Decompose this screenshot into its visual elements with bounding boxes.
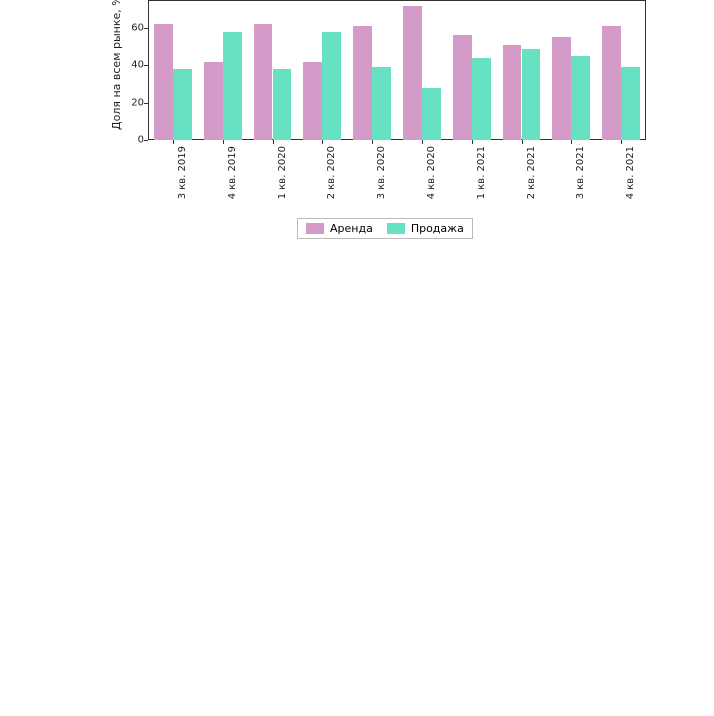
x-tick-mark — [223, 140, 224, 144]
bar-rent — [254, 24, 273, 140]
bar-sale — [522, 49, 541, 140]
x-tick-mark — [372, 140, 373, 144]
y-tick-mark — [144, 103, 148, 104]
legend-item: Аренда — [306, 222, 373, 235]
bar-rent — [353, 26, 372, 140]
x-tick-mark — [173, 140, 174, 144]
bar-sale — [621, 67, 640, 140]
legend-swatch — [306, 223, 324, 234]
bar-rent — [154, 24, 173, 140]
x-tick-mark — [522, 140, 523, 144]
legend-label: Продажа — [411, 222, 464, 235]
y-tick-mark — [144, 28, 148, 29]
x-tick-label: 2 кв. 2021 — [526, 146, 537, 216]
x-tick-mark — [571, 140, 572, 144]
y-tick-label: 40 — [120, 60, 144, 71]
legend-label: Аренда — [330, 222, 373, 235]
bar-sale — [372, 67, 391, 140]
y-tick-mark — [144, 65, 148, 66]
bar-rent — [552, 37, 571, 140]
x-tick-mark — [273, 140, 274, 144]
bar-rent — [503, 45, 522, 140]
bar-rent — [403, 6, 422, 140]
x-tick-mark — [621, 140, 622, 144]
bar-sale — [273, 69, 292, 140]
bar-sale — [173, 69, 192, 140]
x-tick-label: 3 кв. 2019 — [177, 146, 188, 216]
bar-sale — [223, 32, 242, 140]
bar-sale — [571, 56, 590, 140]
bar-sale — [322, 32, 341, 140]
x-tick-label: 1 кв. 2020 — [277, 146, 288, 216]
y-tick-mark — [144, 140, 148, 141]
y-tick-label: 20 — [120, 97, 144, 108]
x-tick-label: 4 кв. 2020 — [426, 146, 437, 216]
bar-rent — [303, 62, 322, 140]
bar-sale — [422, 88, 441, 140]
bar-rent — [602, 26, 621, 140]
y-tick-label: 60 — [120, 23, 144, 34]
x-tick-label: 1 кв. 2021 — [476, 146, 487, 216]
legend: Аренда Продажа — [297, 218, 473, 239]
x-tick-label: 2 кв. 2020 — [326, 146, 337, 216]
x-tick-mark — [472, 140, 473, 144]
x-tick-label: 4 кв. 2019 — [227, 146, 238, 216]
bar-rent — [453, 35, 472, 140]
x-tick-mark — [422, 140, 423, 144]
bar-rent — [204, 62, 223, 140]
page: Доля на всем рынке, % АрендаПродажа 0204… — [0, 0, 714, 716]
legend-swatch — [387, 223, 405, 234]
market-share-chart: Доля на всем рынке, % АрендаПродажа 0204… — [100, 0, 660, 240]
legend-item: Продажа — [387, 222, 464, 235]
y-tick-label: 0 — [120, 135, 144, 146]
x-tick-label: 3 кв. 2020 — [376, 146, 387, 216]
x-tick-label: 3 кв. 2021 — [575, 146, 586, 216]
bar-sale — [472, 58, 491, 140]
x-tick-label: 4 кв. 2021 — [625, 146, 636, 216]
x-tick-mark — [322, 140, 323, 144]
